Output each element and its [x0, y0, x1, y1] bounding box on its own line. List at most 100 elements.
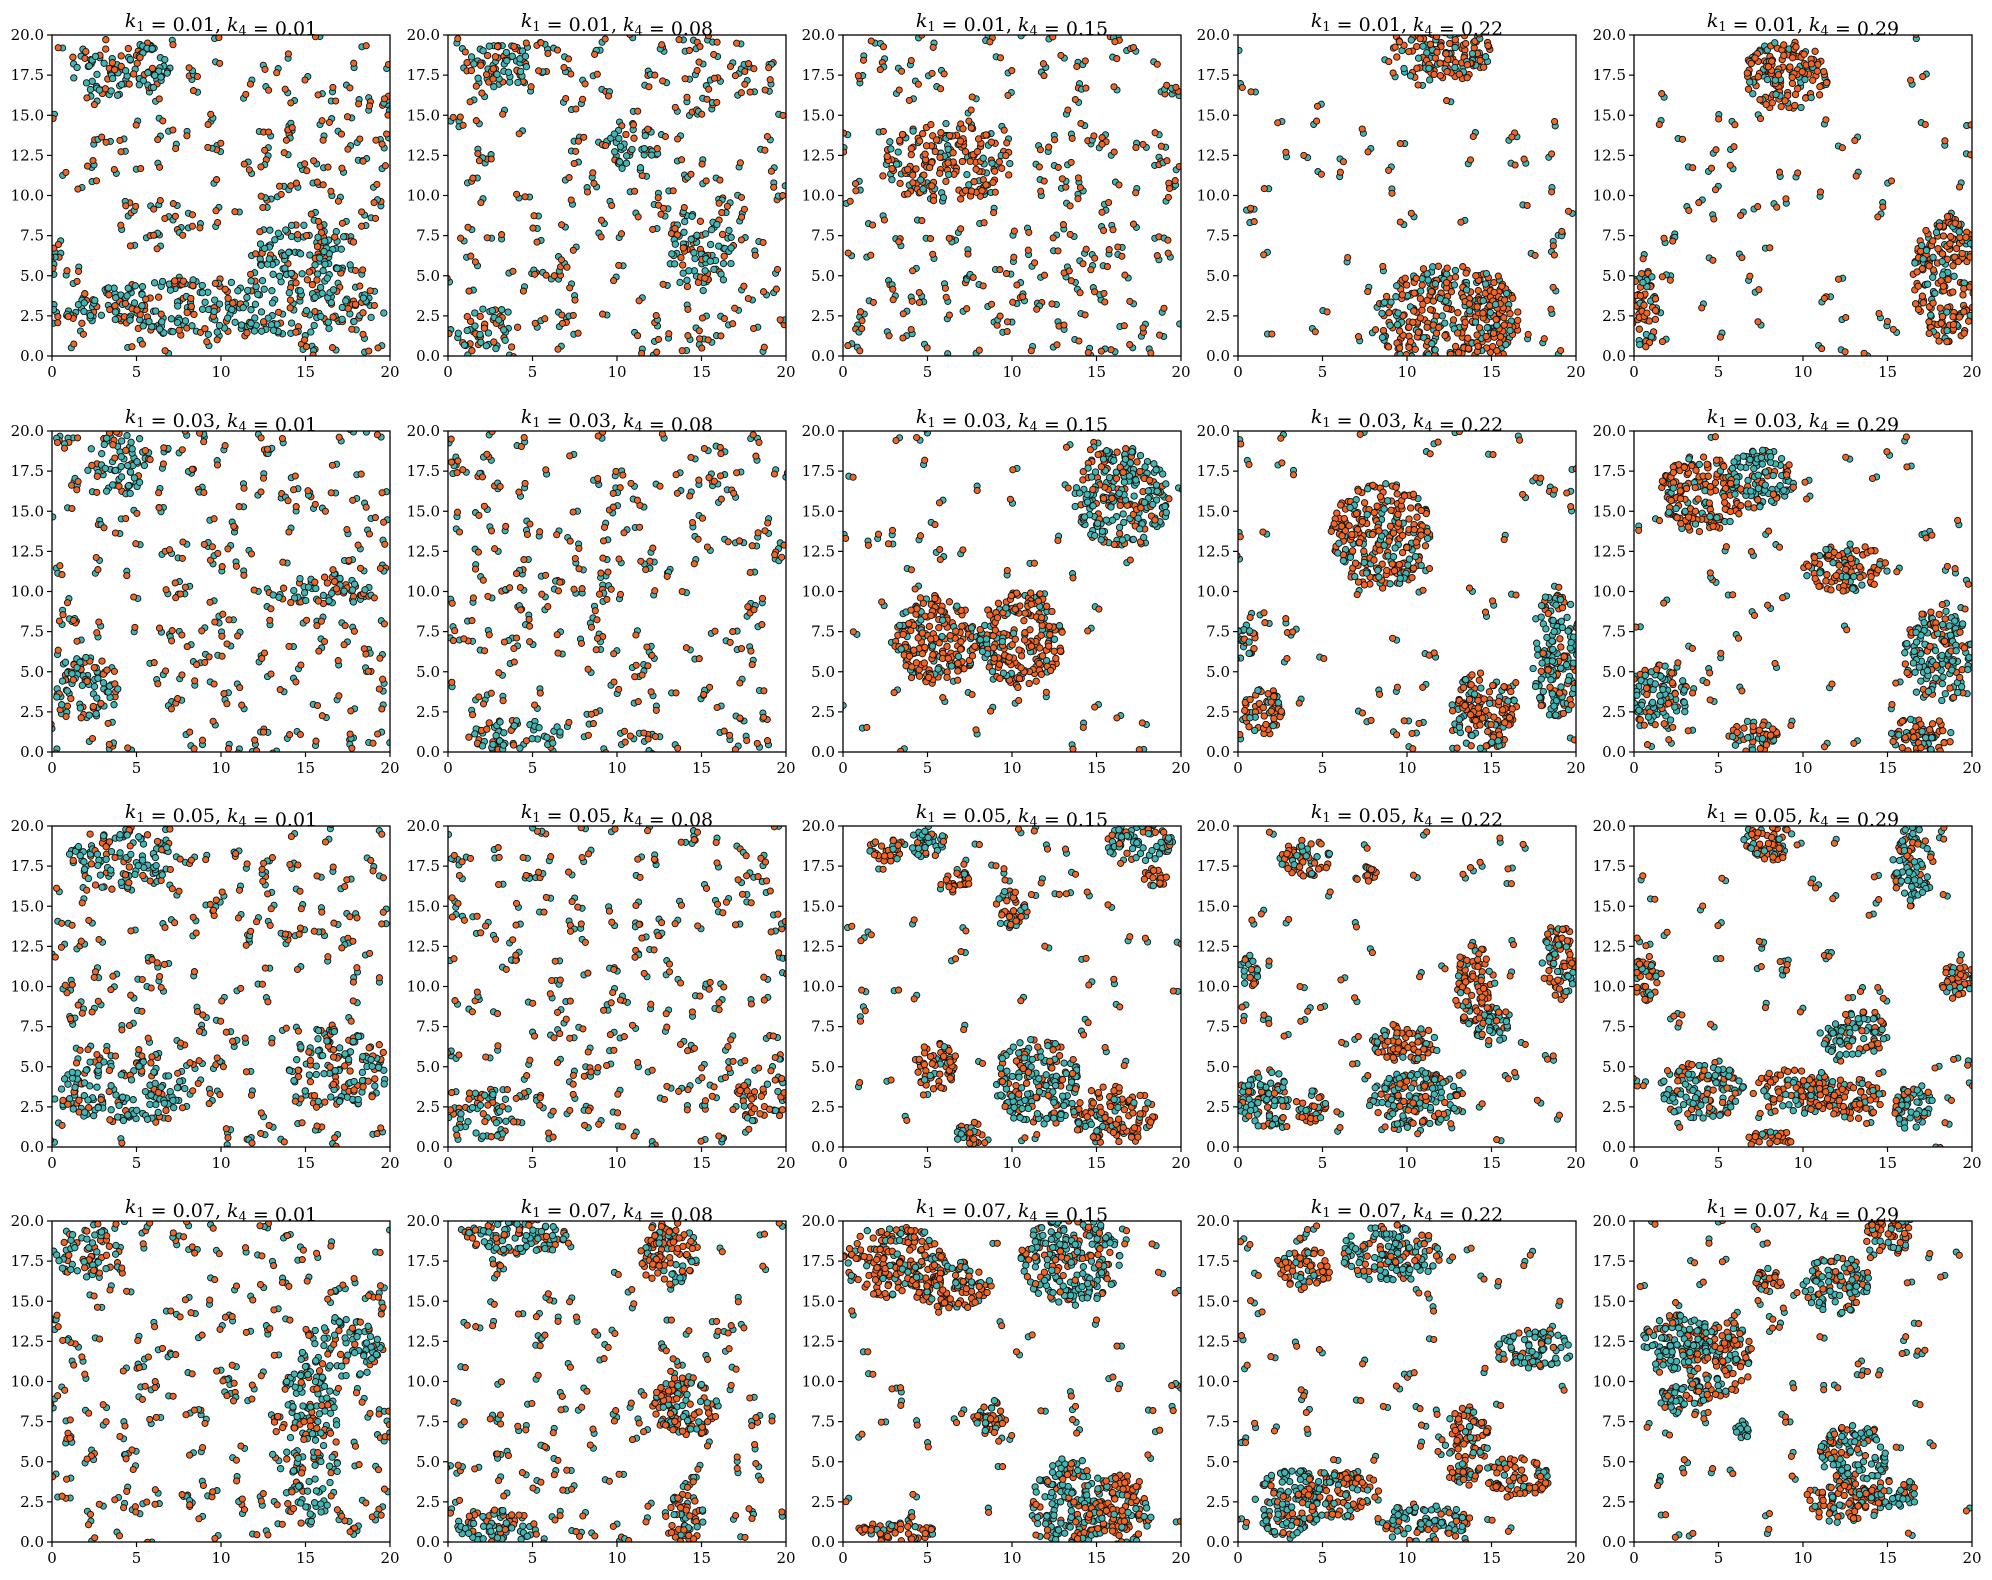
particle [339, 233, 348, 241]
particle [1816, 83, 1824, 91]
particle [1919, 255, 1927, 263]
particle [111, 454, 119, 462]
particle [1079, 723, 1087, 732]
x-tick-label: 5 [528, 759, 538, 777]
particle [647, 151, 656, 159]
particle [296, 730, 304, 739]
particle [448, 435, 455, 443]
particle [1950, 272, 1958, 280]
particle [1426, 306, 1435, 314]
particle [640, 729, 648, 737]
particle [1087, 266, 1095, 274]
particle [1431, 346, 1439, 354]
particle [676, 278, 684, 287]
particle [77, 714, 85, 722]
particle [327, 489, 335, 497]
particle [636, 523, 644, 531]
particle [74, 477, 82, 486]
particle [53, 693, 61, 701]
particle [196, 431, 204, 437]
particle [311, 293, 319, 301]
particle [313, 276, 321, 284]
particle [465, 287, 473, 295]
particle [634, 107, 642, 115]
particle [936, 169, 944, 177]
particle [215, 300, 224, 308]
particle [1462, 39, 1470, 48]
particle [617, 230, 626, 238]
particle [189, 281, 197, 290]
particle [454, 35, 462, 43]
particle [632, 661, 640, 669]
particle [161, 347, 169, 355]
particle [201, 325, 209, 333]
particle [1095, 605, 1103, 613]
particle [288, 124, 296, 132]
particle [124, 44, 132, 53]
particle [1731, 121, 1739, 129]
particle [317, 617, 325, 625]
particle [1087, 357, 1093, 363]
particle [286, 296, 295, 304]
particle [942, 177, 950, 186]
particle [507, 343, 516, 351]
y-tick-label: 20.0 [11, 422, 44, 440]
particle [675, 36, 683, 44]
particle [1852, 172, 1860, 180]
particle [187, 302, 195, 311]
particle [126, 316, 134, 324]
particle [290, 586, 298, 595]
particle [570, 159, 578, 168]
particle [779, 111, 786, 119]
particle [1506, 326, 1514, 335]
particle [1107, 346, 1115, 354]
particle [207, 110, 215, 118]
particle [1502, 289, 1511, 298]
particle [209, 717, 217, 725]
particle [659, 204, 668, 212]
particle [1936, 304, 1944, 312]
particle [1151, 129, 1159, 137]
particle [1396, 218, 1404, 226]
particle [1414, 54, 1423, 62]
particle [281, 264, 289, 272]
particle [550, 272, 558, 280]
particle [1025, 228, 1033, 236]
particle [1462, 286, 1471, 294]
particle [1378, 309, 1386, 318]
particle [56, 562, 64, 570]
particle [1412, 274, 1420, 282]
particle [1489, 329, 1498, 337]
particle [936, 153, 944, 161]
particle [112, 294, 120, 302]
particle [880, 216, 888, 224]
particle [93, 472, 101, 480]
particle [483, 51, 492, 60]
x-tick-label: 0 [838, 363, 848, 381]
particle [612, 467, 620, 475]
particle [716, 472, 725, 480]
particle [1425, 361, 1431, 367]
particle [572, 105, 580, 113]
particle [591, 50, 599, 58]
particle [896, 179, 904, 188]
particle [663, 572, 671, 580]
particle [858, 317, 866, 325]
y-tick-label: 12.5 [407, 542, 440, 560]
particle [1153, 252, 1161, 260]
particle [259, 728, 268, 736]
particle [383, 130, 390, 138]
particle [1414, 328, 1423, 336]
particle [1914, 282, 1922, 290]
particle [1447, 350, 1455, 356]
particle [931, 521, 939, 529]
particle [634, 332, 642, 340]
particle [82, 79, 91, 87]
particle [159, 460, 167, 468]
particle [493, 42, 502, 51]
particle [1426, 40, 1435, 48]
particle [1057, 51, 1065, 59]
particle [378, 489, 386, 497]
particle [980, 219, 988, 227]
particle [103, 434, 111, 442]
